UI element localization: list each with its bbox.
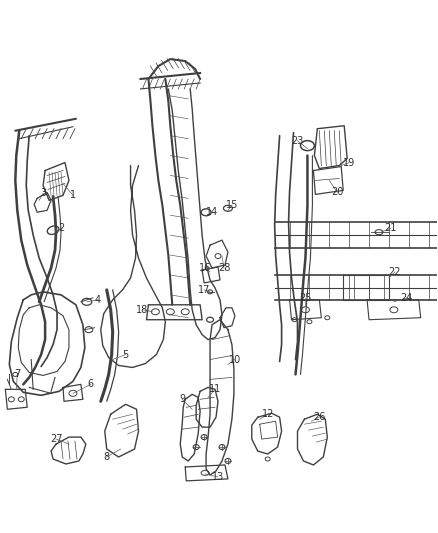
Text: 23: 23 [291, 136, 304, 146]
Text: 17: 17 [198, 285, 210, 295]
Text: 26: 26 [313, 412, 325, 422]
Text: 8: 8 [104, 452, 110, 462]
Text: 2: 2 [58, 223, 64, 233]
Text: 10: 10 [229, 354, 241, 365]
Text: 24: 24 [401, 293, 413, 303]
Text: 19: 19 [343, 158, 355, 167]
Text: 5: 5 [123, 350, 129, 360]
Text: 12: 12 [261, 409, 274, 419]
Text: 9: 9 [179, 394, 185, 405]
Text: 20: 20 [331, 188, 343, 197]
Text: 15: 15 [226, 200, 238, 211]
Text: 7: 7 [14, 369, 21, 379]
Text: 13: 13 [212, 472, 224, 482]
Text: 18: 18 [136, 305, 148, 315]
Text: 11: 11 [209, 384, 221, 394]
Text: 22: 22 [389, 267, 401, 277]
Text: 25: 25 [299, 293, 312, 303]
Text: 14: 14 [206, 207, 218, 217]
Text: 6: 6 [88, 379, 94, 390]
Text: 21: 21 [385, 223, 397, 233]
Text: 4: 4 [95, 295, 101, 305]
Text: 3: 3 [40, 188, 46, 198]
Text: 16: 16 [199, 263, 211, 273]
Text: 28: 28 [218, 263, 230, 273]
Text: 27: 27 [50, 434, 62, 444]
Text: 1: 1 [70, 190, 76, 200]
